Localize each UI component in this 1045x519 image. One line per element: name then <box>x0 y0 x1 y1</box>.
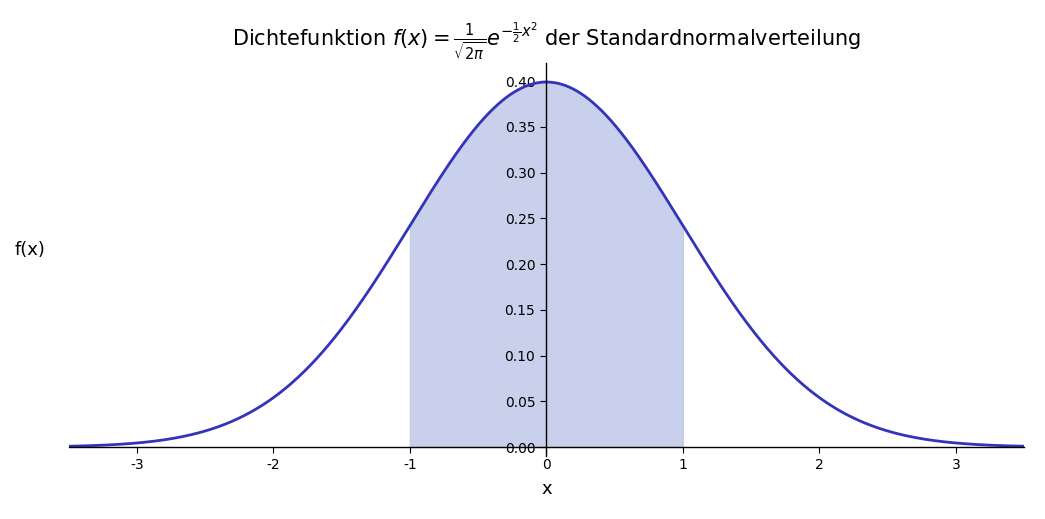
Title: Dichtefunktion $f(x) = \frac{1}{\sqrt{2\pi}}e^{-\frac{1}{2}x^2}$ der Standardnor: Dichtefunktion $f(x) = \frac{1}{\sqrt{2\… <box>232 21 861 62</box>
X-axis label: x: x <box>541 480 552 498</box>
Y-axis label: f(x): f(x) <box>15 241 46 260</box>
